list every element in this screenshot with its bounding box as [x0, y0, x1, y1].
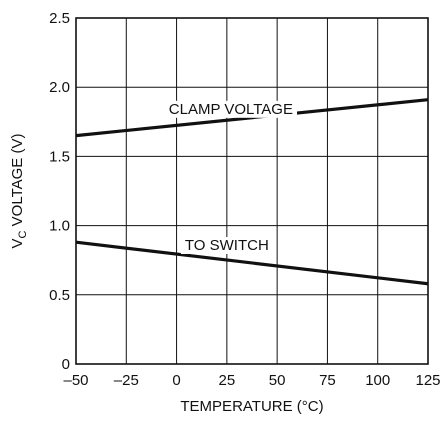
x-tick-label: 125	[415, 372, 440, 389]
x-tick-label: 25	[219, 372, 236, 389]
series-label-clamp-voltage: CLAMP VOLTAGE	[169, 101, 293, 118]
x-axis-label: TEMPERATURE (°C)	[180, 398, 323, 415]
x-tick-label: –50	[63, 372, 88, 389]
y-tick-label: 0	[62, 356, 70, 373]
y-tick-labels: 0 0.5 1.0 1.5 2.0 2.5	[49, 10, 70, 373]
y-axis-label-prefix: V	[9, 238, 26, 248]
y-axis-label: VC VOLTAGE (V)	[9, 134, 29, 249]
x-tick-label: 50	[269, 372, 286, 389]
x-tick-label: 75	[319, 372, 336, 389]
x-tick-label: –25	[114, 372, 139, 389]
series-labels: CLAMP VOLTAGE TO SWITCH	[164, 100, 297, 255]
y-axis-label-subscript: C	[17, 230, 29, 238]
y-tick-label: 1.0	[49, 218, 70, 235]
y-tick-label: 2.5	[49, 10, 70, 27]
x-tick-label: 100	[365, 372, 390, 389]
series-lines	[75, 98, 429, 286]
y-tick-label: 0.5	[49, 287, 70, 304]
series-label-to-switch: TO SWITCH	[185, 237, 269, 254]
plot-frame	[75, 17, 429, 365]
y-axis-label-suffix: VOLTAGE (V)	[9, 134, 26, 231]
series-line-to-switch	[75, 240, 429, 286]
x-tick-labels: –50 –25 0 25 50 75 100 125	[63, 372, 440, 389]
series-label-background	[180, 237, 273, 255]
y-tick-label: 2.0	[49, 79, 70, 96]
y-tick-label: 1.5	[49, 148, 70, 165]
x-tick-label: 0	[172, 372, 180, 389]
grid	[75, 17, 429, 365]
series-label-background	[164, 100, 297, 118]
